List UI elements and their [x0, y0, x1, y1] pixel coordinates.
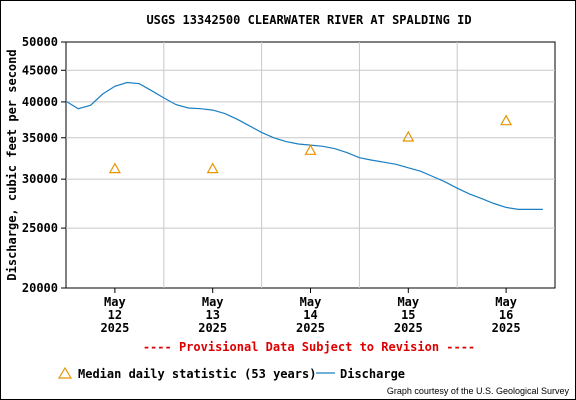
x-tick-label: 2025: [296, 321, 325, 335]
x-tick-label: 14: [303, 308, 317, 322]
legend-discharge-label: Discharge: [340, 367, 405, 381]
y-tick-label: 45000: [22, 63, 58, 77]
legend-median-label: Median daily statistic (53 years): [78, 367, 316, 381]
median-point: [500, 114, 513, 126]
x-tick-label: 2025: [394, 321, 423, 335]
x-tick-label: 2025: [198, 321, 227, 335]
y-axis-label: Discharge, cubic feet per second: [5, 49, 19, 280]
provisional-notice: ---- Provisional Data Subject to Revisio…: [143, 340, 475, 354]
legend-median-marker: [57, 366, 73, 379]
credit-text: Graph courtesy of the U.S. Geological Su…: [387, 386, 570, 396]
x-tick-label: May: [104, 295, 126, 309]
y-tick-label: 50000: [22, 35, 58, 49]
x-tick-label: 12: [108, 308, 122, 322]
discharge-line: [65, 81, 543, 210]
grid: [66, 42, 555, 288]
y-tick-label: 35000: [22, 131, 58, 145]
median-point: [108, 162, 121, 174]
x-tick-label: 2025: [492, 321, 521, 335]
y-axis-ticks: 50000 45000 40000 35000 30000 25000 20000: [22, 35, 66, 295]
y-tick-label: 40000: [22, 95, 58, 109]
x-axis-ticks: May122025May132025May142025May152025May1…: [100, 288, 521, 335]
median-point: [402, 130, 415, 142]
plot-area: [65, 41, 556, 289]
y-tick-label: 25000: [22, 221, 58, 235]
x-tick-label: 16: [499, 308, 513, 322]
x-tick-label: May: [495, 295, 517, 309]
y-tick-label: 20000: [22, 281, 58, 295]
chart-title: USGS 13342500 CLEARWATER RIVER AT SPALDI…: [146, 13, 471, 27]
series-layer: [65, 81, 543, 210]
legend: Median daily statistic (53 years) Discha…: [57, 366, 405, 381]
y-tick-label: 30000: [22, 172, 58, 186]
x-tick-label: May: [397, 295, 419, 309]
x-tick-label: 15: [401, 308, 415, 322]
median-point: [304, 144, 317, 155]
x-tick-label: May: [202, 295, 224, 309]
x-tick-label: 2025: [100, 321, 129, 335]
x-tick-label: 13: [205, 308, 219, 322]
median-point: [206, 162, 219, 174]
x-tick-label: May: [300, 295, 322, 309]
